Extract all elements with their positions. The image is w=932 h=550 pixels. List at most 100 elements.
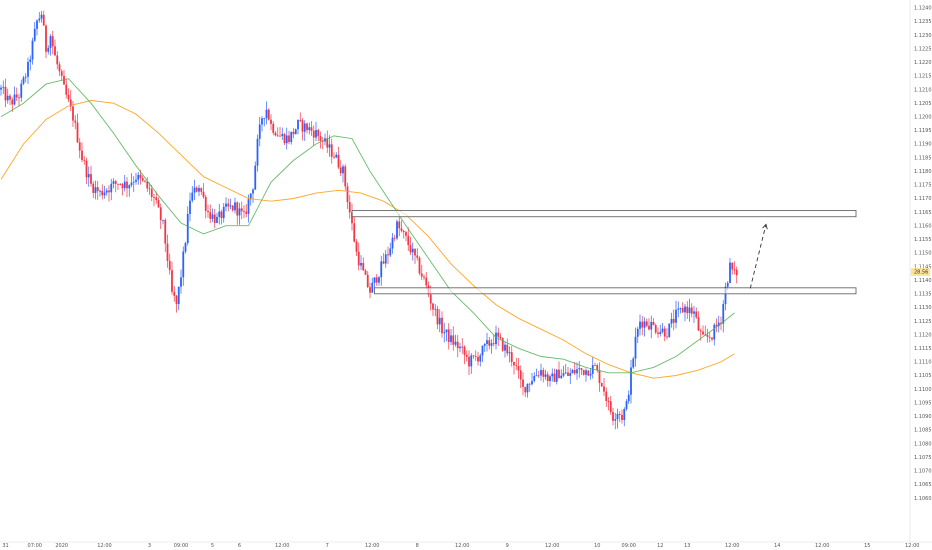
candle-body bbox=[148, 188, 151, 190]
candle-body bbox=[657, 332, 659, 334]
time-axis[interactable]: 31 07:00 2020 12:00 3 09:00 5 6 12:00 7 12:00 8 12:0… bbox=[2, 543, 919, 549]
candle-body bbox=[623, 409, 626, 420]
candle-body bbox=[204, 196, 207, 211]
price-axis[interactable]: 1.1240 1.1235 1.1230 1.1225 1.1220 1.1215 1.12… bbox=[914, 6, 932, 502]
candle-body bbox=[609, 401, 612, 413]
zone-box[interactable] bbox=[351, 210, 857, 218]
support-resistance-zones[interactable] bbox=[351, 210, 857, 295]
candle-body bbox=[292, 131, 295, 135]
candle-body bbox=[686, 306, 689, 314]
candle-body bbox=[672, 318, 675, 323]
projection-arrow[interactable] bbox=[749, 223, 768, 289]
candle-body bbox=[373, 277, 376, 283]
candle-body bbox=[265, 109, 268, 119]
candle-body bbox=[229, 205, 232, 207]
candle-body bbox=[578, 368, 581, 370]
projection-line[interactable] bbox=[749, 224, 767, 289]
candle-body bbox=[213, 214, 216, 223]
candle-body bbox=[564, 372, 567, 374]
candle-body bbox=[342, 166, 344, 174]
candle-body bbox=[243, 211, 245, 213]
candle-body bbox=[297, 120, 299, 130]
candle-body bbox=[533, 375, 536, 381]
candle-body bbox=[362, 262, 365, 271]
price-axis-tick-label: 1.1195 bbox=[914, 128, 932, 134]
price-axis-tick-label: 1.1065 bbox=[914, 482, 932, 488]
candle-body bbox=[256, 138, 259, 166]
candle-body bbox=[315, 129, 317, 138]
candle-body bbox=[582, 369, 585, 375]
candle-body bbox=[15, 94, 18, 98]
time-axis-tick-label: 12:00 bbox=[275, 543, 289, 549]
candle-body bbox=[560, 375, 563, 379]
candle-body bbox=[445, 329, 448, 333]
candle-body bbox=[339, 167, 342, 174]
candle-body bbox=[724, 286, 727, 305]
candle-body bbox=[319, 136, 322, 141]
candle-body bbox=[92, 183, 95, 193]
candle-body bbox=[499, 336, 502, 339]
candle-body bbox=[333, 156, 335, 158]
candle-body bbox=[535, 375, 538, 377]
projection-arrowhead[interactable] bbox=[762, 223, 768, 230]
candle-body bbox=[434, 308, 437, 310]
candle-body bbox=[9, 95, 11, 100]
candle-body bbox=[690, 307, 693, 314]
candle-body bbox=[4, 86, 7, 101]
candle-body bbox=[126, 181, 128, 189]
candle-body bbox=[175, 295, 178, 304]
candle-body bbox=[643, 321, 646, 328]
candle-body bbox=[398, 221, 401, 229]
candle-body bbox=[621, 414, 623, 420]
candle-body bbox=[150, 189, 153, 197]
candle-body bbox=[542, 370, 545, 377]
candle-body bbox=[69, 99, 72, 107]
candle-body bbox=[369, 287, 371, 293]
price-axis-tick-label: 1.1060 bbox=[914, 496, 932, 502]
candle-body bbox=[465, 354, 468, 357]
price-axis-tick-label: 1.1225 bbox=[914, 46, 932, 52]
zone-box[interactable] bbox=[374, 287, 857, 295]
candle-body bbox=[420, 273, 423, 277]
candle-body bbox=[193, 187, 196, 193]
candle-body bbox=[706, 334, 709, 337]
price-axis-tick-label: 1.1170 bbox=[914, 196, 932, 202]
candle-body bbox=[132, 181, 135, 183]
candle-body bbox=[459, 346, 461, 349]
candle-body bbox=[483, 344, 486, 346]
candle-body bbox=[276, 135, 279, 137]
price-axis-tick-label: 1.1075 bbox=[914, 455, 932, 461]
candle-body bbox=[371, 282, 374, 293]
candle-body bbox=[164, 219, 167, 244]
candle-body bbox=[717, 322, 720, 327]
candle-body bbox=[384, 254, 387, 264]
candle-body bbox=[515, 365, 518, 367]
time-axis-tick-label: 12:00 bbox=[455, 543, 469, 549]
candle-body bbox=[387, 254, 389, 256]
candle-body bbox=[537, 375, 540, 377]
price-axis-tick-label: 1.1175 bbox=[914, 183, 932, 189]
candle-body bbox=[677, 308, 680, 310]
candle-body bbox=[171, 270, 173, 292]
candle-body bbox=[247, 199, 250, 214]
candle-body bbox=[155, 197, 158, 201]
candle-body bbox=[558, 369, 560, 379]
candle-body bbox=[697, 317, 700, 331]
candle-body bbox=[36, 20, 38, 29]
candle-body bbox=[182, 251, 185, 278]
candle-body bbox=[508, 352, 511, 354]
candle-body bbox=[258, 124, 261, 139]
candle-body bbox=[49, 36, 52, 48]
price-axis-tick-label: 1.1135 bbox=[914, 292, 932, 298]
candle-body bbox=[731, 262, 734, 270]
candle-body bbox=[567, 372, 569, 376]
candle-body bbox=[279, 135, 281, 137]
candle-body bbox=[184, 243, 187, 252]
candle-body bbox=[481, 345, 484, 356]
candle-body bbox=[594, 365, 596, 366]
candle-body bbox=[711, 337, 713, 340]
candle-body bbox=[96, 187, 99, 192]
candle-body bbox=[0, 87, 2, 90]
candle-body bbox=[299, 120, 302, 121]
